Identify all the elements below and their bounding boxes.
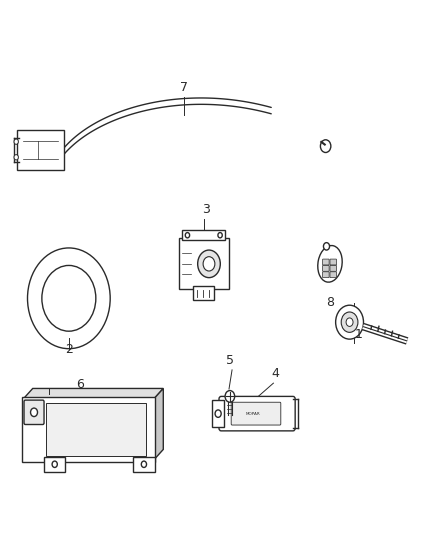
- Text: 1: 1: [354, 328, 362, 341]
- FancyBboxPatch shape: [330, 272, 336, 278]
- FancyBboxPatch shape: [22, 398, 155, 462]
- Text: 3: 3: [202, 203, 210, 216]
- Circle shape: [203, 257, 215, 271]
- FancyBboxPatch shape: [18, 130, 64, 170]
- Circle shape: [346, 318, 353, 326]
- Circle shape: [225, 391, 235, 402]
- Text: 5: 5: [226, 354, 234, 367]
- FancyBboxPatch shape: [219, 397, 295, 431]
- FancyBboxPatch shape: [46, 403, 146, 456]
- FancyBboxPatch shape: [322, 272, 329, 278]
- FancyBboxPatch shape: [193, 286, 214, 301]
- FancyBboxPatch shape: [212, 400, 224, 427]
- Circle shape: [341, 312, 358, 333]
- Circle shape: [14, 139, 18, 144]
- Circle shape: [321, 140, 331, 152]
- Circle shape: [141, 461, 147, 467]
- Text: 8: 8: [326, 296, 334, 309]
- FancyBboxPatch shape: [44, 457, 65, 472]
- FancyBboxPatch shape: [330, 265, 336, 271]
- FancyBboxPatch shape: [231, 402, 281, 425]
- Text: 2: 2: [65, 343, 73, 357]
- Circle shape: [198, 250, 220, 278]
- Circle shape: [323, 243, 329, 250]
- Text: MOPAR: MOPAR: [246, 411, 261, 416]
- FancyBboxPatch shape: [330, 259, 336, 265]
- FancyBboxPatch shape: [322, 265, 329, 271]
- Ellipse shape: [318, 246, 342, 282]
- Polygon shape: [154, 389, 163, 460]
- FancyBboxPatch shape: [322, 259, 329, 265]
- Text: 6: 6: [76, 378, 84, 391]
- Circle shape: [185, 232, 190, 238]
- Bar: [182, 230, 225, 240]
- Text: 7: 7: [180, 81, 188, 94]
- Circle shape: [52, 461, 57, 467]
- Circle shape: [215, 410, 221, 417]
- FancyBboxPatch shape: [179, 238, 229, 289]
- Circle shape: [28, 248, 110, 349]
- Circle shape: [14, 155, 18, 160]
- Text: 4: 4: [272, 367, 279, 381]
- FancyBboxPatch shape: [24, 400, 44, 424]
- Circle shape: [31, 408, 38, 417]
- FancyBboxPatch shape: [133, 457, 155, 472]
- Circle shape: [218, 232, 222, 238]
- Polygon shape: [23, 389, 163, 399]
- Circle shape: [42, 265, 96, 331]
- Circle shape: [336, 305, 364, 339]
